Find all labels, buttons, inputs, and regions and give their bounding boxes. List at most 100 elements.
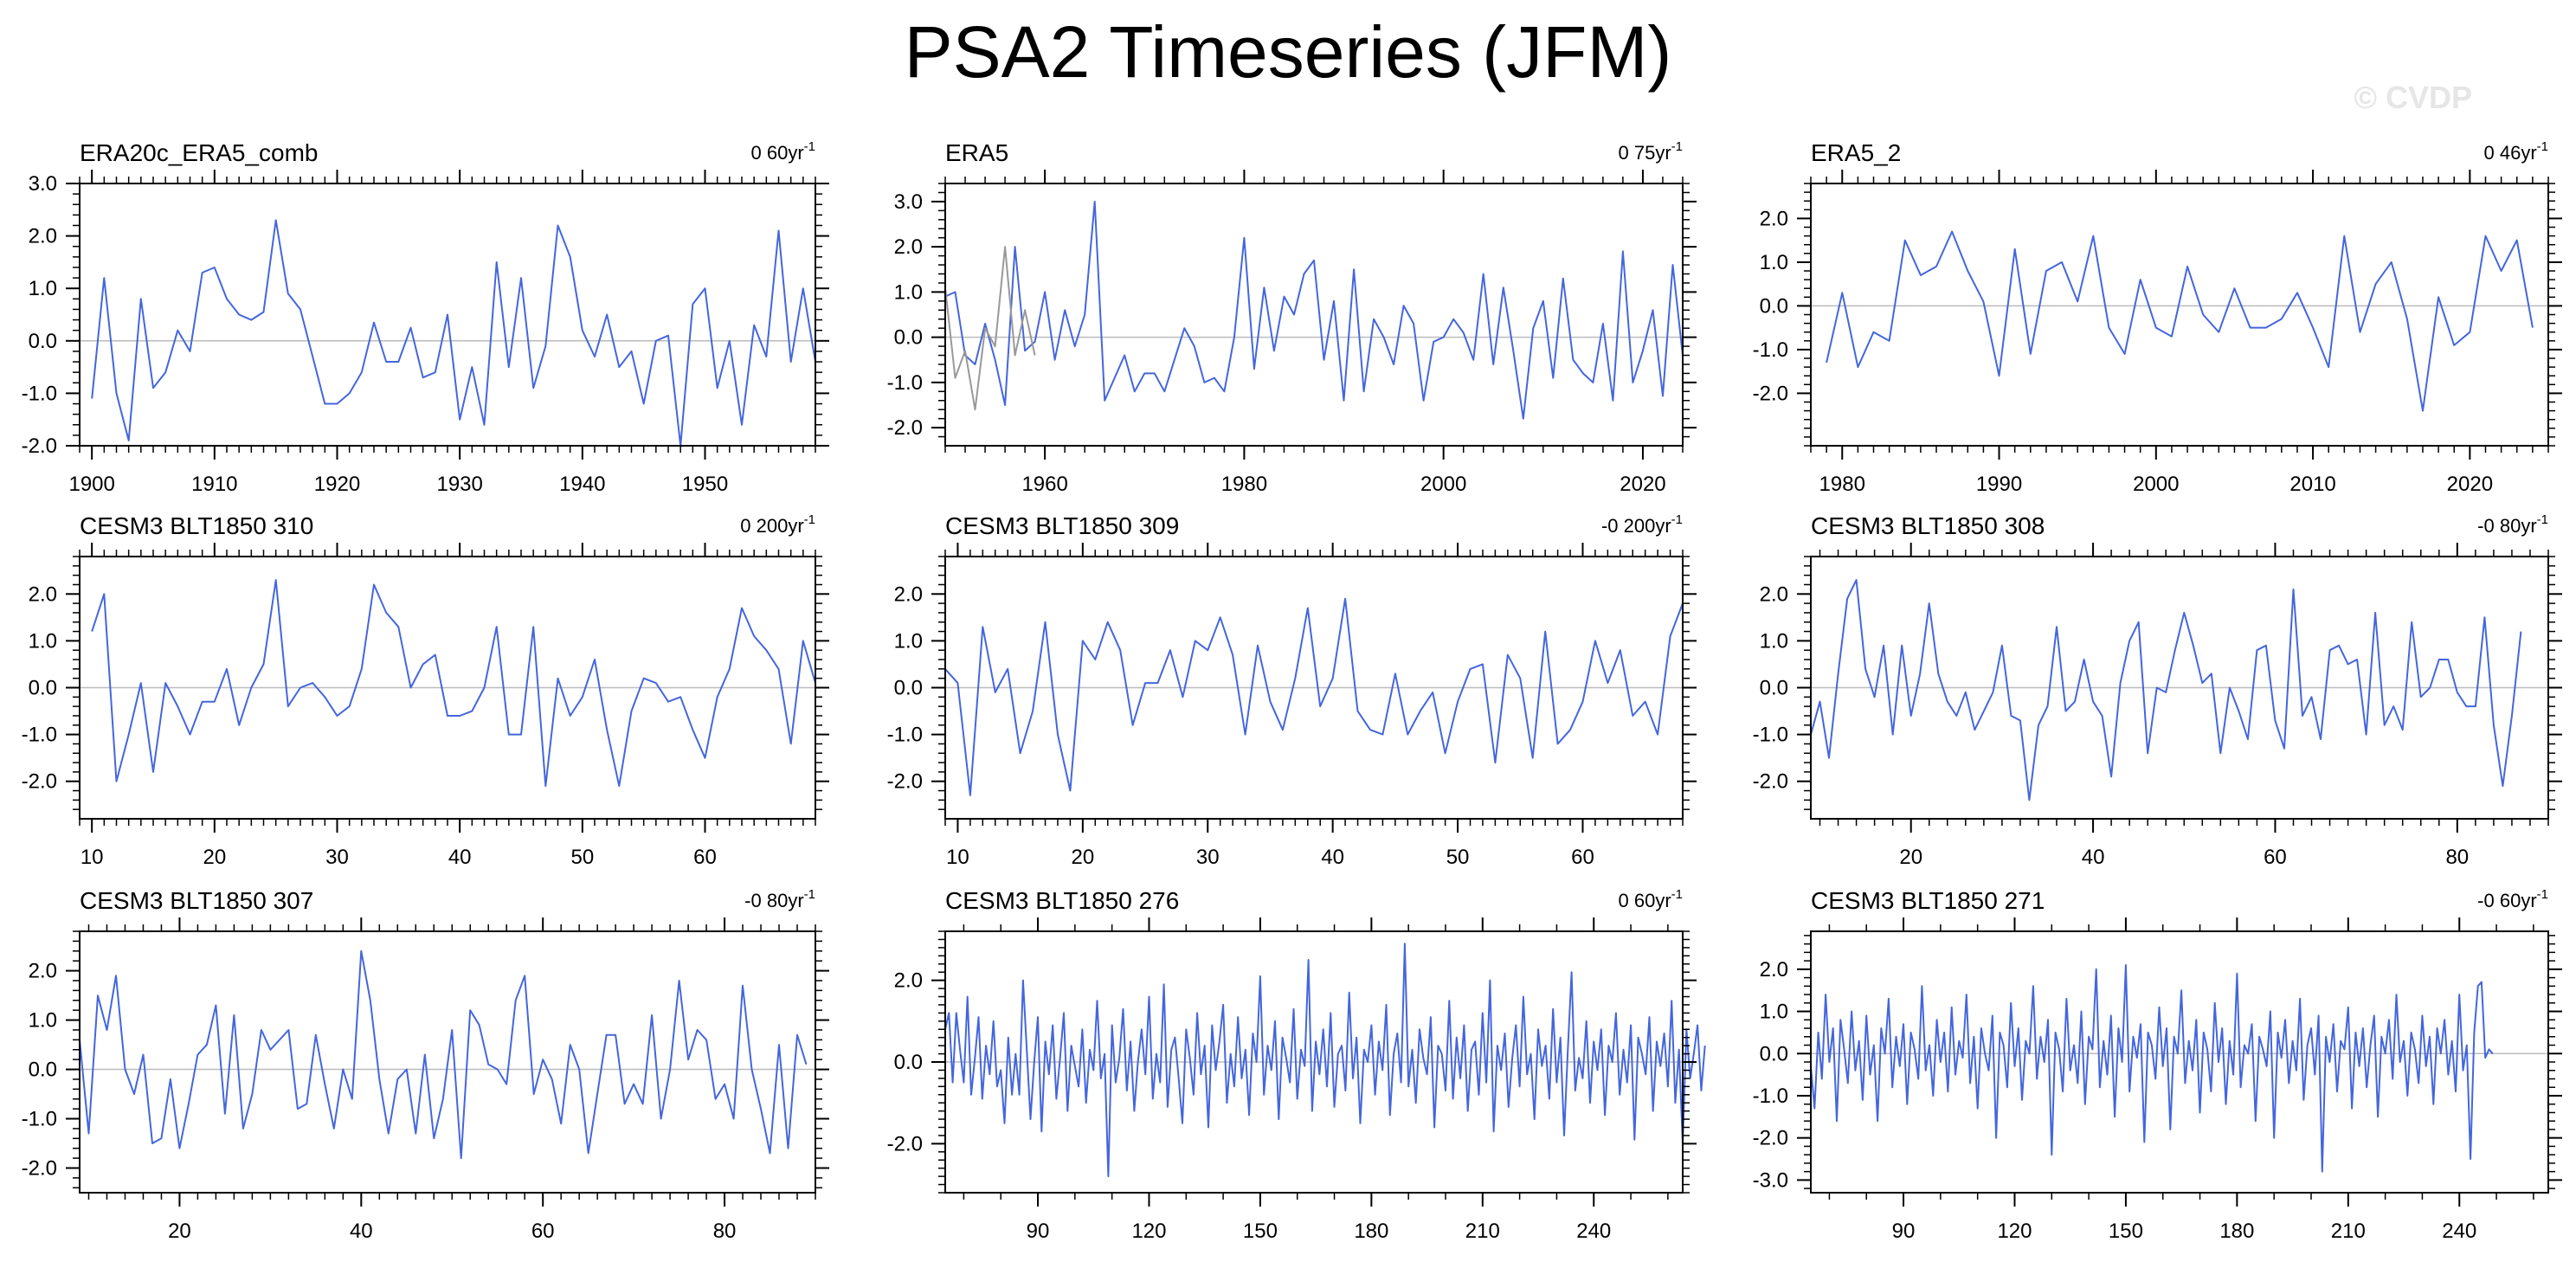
x-tick-label: 40 xyxy=(350,1220,373,1243)
trend-label: -0 60yr-1 xyxy=(2477,887,2548,911)
x-tick-label: 50 xyxy=(1446,846,1470,869)
trend-value: 0 75yr xyxy=(1619,142,1671,164)
y-tick-label: 2.0 xyxy=(894,235,923,259)
chart-panel-5: 10 20 30 40 50 60 -2.0 -1.0 0.0 1.0 2.0 CESM3 BLT18… xyxy=(887,512,1697,869)
y-tick-label: -1.0 xyxy=(22,724,57,747)
x-tick-label: 1930 xyxy=(436,473,482,496)
y-tick-label: 0.0 xyxy=(894,677,923,700)
y-tick-label: -2.0 xyxy=(22,1157,57,1181)
x-tick-label: 1980 xyxy=(1819,473,1865,496)
y-tick-label: -1.0 xyxy=(1753,1085,1788,1108)
series-line xyxy=(944,597,1684,796)
x-tick-label: 40 xyxy=(2082,846,2105,869)
secondary-series-line xyxy=(944,246,1036,411)
x-tick-label: 30 xyxy=(325,846,349,869)
panel-title: CESM3 BLT1850 309 xyxy=(945,512,1179,539)
y-tick-label: -1.0 xyxy=(22,1108,57,1131)
y-tick-label: -2.0 xyxy=(1753,770,1788,794)
x-tick-label: 1960 xyxy=(1021,473,1067,496)
x-tick-label: 10 xyxy=(80,846,104,869)
x-tick-label: 1900 xyxy=(68,473,114,496)
x-tick-label: 2000 xyxy=(2133,473,2179,496)
x-tick-label: 120 xyxy=(1997,1220,2032,1243)
y-tick-label: 0.0 xyxy=(894,326,923,350)
x-tick-label: 60 xyxy=(531,1220,555,1243)
y-tick-label: 2.0 xyxy=(894,969,923,993)
x-tick-label: 40 xyxy=(1321,846,1344,869)
trend-label: 0 60yr-1 xyxy=(751,139,816,164)
y-tick-label: 1.0 xyxy=(1760,1001,1788,1024)
x-tick-label: 20 xyxy=(203,846,226,869)
x-tick-label: 50 xyxy=(570,846,594,869)
series-line xyxy=(944,200,1684,420)
y-tick-label: -2.0 xyxy=(22,770,57,794)
series-line xyxy=(1810,579,2522,801)
y-tick-label: 2.0 xyxy=(29,225,57,248)
y-tick-label: -1.0 xyxy=(1753,724,1788,747)
y-tick-label: 1.0 xyxy=(1760,629,1788,653)
x-tick-label: 240 xyxy=(1576,1220,1611,1243)
y-tick-label: -1.0 xyxy=(887,724,923,747)
x-tick-label: 240 xyxy=(2442,1220,2476,1243)
y-tick-label: -2.0 xyxy=(22,434,57,458)
plot-frame xyxy=(79,930,816,1194)
x-tick-label: 2010 xyxy=(2289,473,2335,496)
trend-value: -0 80yr xyxy=(2477,515,2536,537)
chart-panel-9: 90 120 150 180 210 240 -3.0 -2.0 -1.0 0.0 1.0 2.0 CE… xyxy=(1753,887,2562,1243)
y-tick-label: 0.0 xyxy=(894,1051,923,1074)
y-tick-label: 2.0 xyxy=(1760,207,1788,230)
trend-label: 0 46yr-1 xyxy=(2484,139,2549,164)
panel-title: ERA20c_ERA5_comb xyxy=(80,139,318,166)
y-tick-label: 3.0 xyxy=(29,172,57,196)
trend-value: -0 80yr xyxy=(744,890,803,911)
y-tick-label: -2.0 xyxy=(1753,1127,1788,1150)
series-line xyxy=(91,219,816,447)
series-line xyxy=(944,943,1706,1178)
x-tick-label: 150 xyxy=(2109,1220,2143,1243)
trend-value: 0 200yr xyxy=(740,515,803,537)
trend-label: -0 80yr-1 xyxy=(744,887,815,911)
panel-title: ERA5_2 xyxy=(1811,139,1901,166)
trend-value: -0 60yr xyxy=(2477,890,2536,911)
y-tick-label: 1.0 xyxy=(894,280,923,304)
plot-frame xyxy=(944,183,1684,447)
chart-panel-3: 1980 1990 2000 2010 2020 -2.0 -1.0 0.0 1.0 2.0 ERA… xyxy=(1753,139,2562,496)
x-tick-label: 1910 xyxy=(191,473,237,496)
series-line xyxy=(1826,230,2534,412)
y-tick-label: -3.0 xyxy=(1753,1168,1788,1192)
panel-title: CESM3 BLT1850 308 xyxy=(1811,512,2045,539)
trend-unit-superscript: -1 xyxy=(1671,887,1683,902)
x-tick-label: 80 xyxy=(2445,846,2469,869)
trend-label: -0 200yr-1 xyxy=(1601,512,1683,537)
x-tick-label: 10 xyxy=(946,846,969,869)
y-tick-label: 2.0 xyxy=(1760,583,1788,606)
y-tick-label: -1.0 xyxy=(22,382,57,405)
y-tick-label: 0.0 xyxy=(29,677,57,700)
chart-panel-6: 20 40 60 80 -2.0 -1.0 0.0 1.0 2.0 CESM3 BLT1850 3… xyxy=(1753,512,2562,869)
y-tick-label: 2.0 xyxy=(29,583,57,606)
x-tick-label: 90 xyxy=(1892,1220,1916,1243)
y-tick-label: -2.0 xyxy=(887,416,923,440)
y-tick-label: -2.0 xyxy=(887,770,923,794)
y-tick-label: -2.0 xyxy=(1753,382,1788,405)
chart-panel-8: 90 120 150 180 210 240 -2.0 0.0 2.0 CESM3 BLT1850… xyxy=(887,887,1706,1243)
y-tick-label: 3.0 xyxy=(894,190,923,214)
y-tick-label: -2.0 xyxy=(887,1132,923,1155)
y-tick-label: 0.0 xyxy=(29,330,57,353)
series-line xyxy=(91,579,816,788)
x-tick-label: 60 xyxy=(693,846,717,869)
x-tick-label: 1990 xyxy=(1976,473,2022,496)
trend-unit-superscript: -1 xyxy=(2537,139,2548,154)
y-tick-label: 2.0 xyxy=(1760,958,1788,982)
trend-unit-superscript: -1 xyxy=(2537,512,2548,527)
y-tick-label: 2.0 xyxy=(29,960,57,983)
x-tick-label: 2020 xyxy=(2447,473,2493,496)
y-tick-label: 2.0 xyxy=(894,583,923,606)
y-tick-label: -1.0 xyxy=(1753,338,1788,362)
plot-frame xyxy=(1810,183,2549,447)
panel-title: CESM3 BLT1850 310 xyxy=(80,512,313,539)
y-tick-label: 1.0 xyxy=(1760,251,1788,274)
trend-label: 0 200yr-1 xyxy=(740,512,815,537)
x-tick-label: 80 xyxy=(713,1220,737,1243)
